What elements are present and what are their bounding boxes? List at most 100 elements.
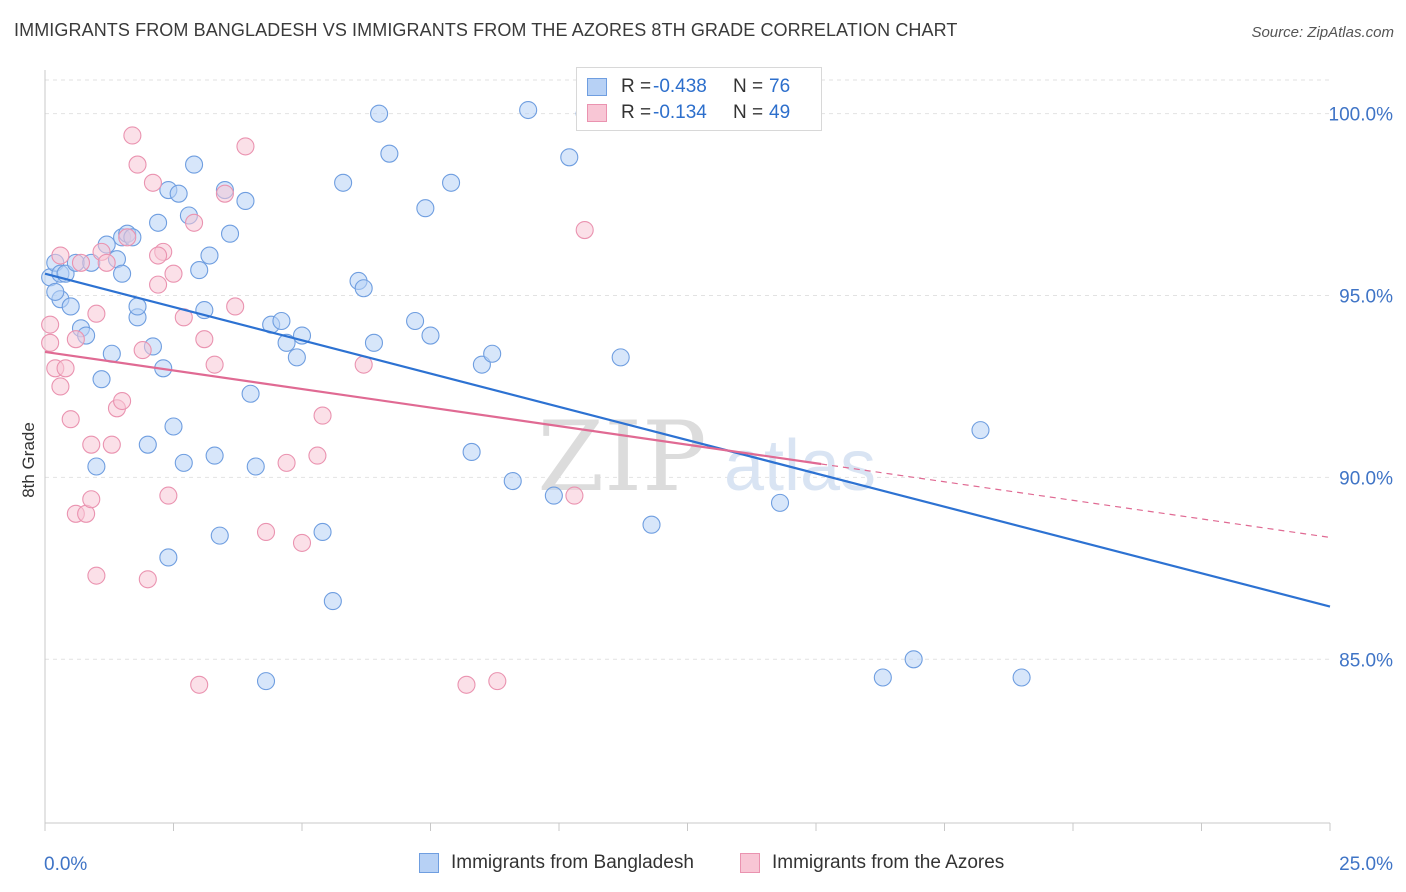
azores-point bbox=[61, 410, 80, 429]
y-tick-label: 90.0% bbox=[1339, 468, 1393, 489]
bangladesh-point bbox=[246, 457, 265, 476]
tick-labels: 85.0% 90.0% 95.0% 100.0% 0.0% 25.0% bbox=[44, 105, 1393, 875]
azores-point bbox=[457, 675, 476, 694]
legend-item-bangladesh[interactable]: Immigrants from Bangladesh bbox=[419, 852, 694, 874]
bangladesh-point bbox=[642, 515, 661, 534]
bangladesh-point bbox=[503, 472, 522, 491]
azores-point bbox=[133, 341, 152, 360]
azores-point bbox=[41, 315, 60, 334]
bangladesh-point bbox=[277, 333, 296, 352]
y-tick-label: 95.0% bbox=[1339, 287, 1393, 308]
bangladesh-point bbox=[971, 421, 990, 440]
source-label: Source: ZipAtlas.com bbox=[1251, 24, 1394, 41]
azores-point bbox=[82, 490, 101, 509]
correlation-stats-box: R = -0.438 N = 76 R = -0.134 N = 49 bbox=[576, 67, 822, 131]
bangladesh-point bbox=[406, 311, 425, 331]
azores-point bbox=[308, 446, 327, 465]
azores-point bbox=[87, 304, 106, 323]
bangladesh-point bbox=[904, 650, 923, 669]
n-label: N = bbox=[733, 76, 764, 97]
bangladesh-point bbox=[159, 548, 178, 567]
bangladesh-point bbox=[421, 326, 440, 345]
azores-point bbox=[66, 330, 85, 349]
bangladesh-point bbox=[61, 297, 80, 316]
bangladesh-point bbox=[544, 486, 563, 505]
azores-point bbox=[226, 297, 245, 316]
bangladesh-point bbox=[611, 348, 630, 367]
bangladesh-point bbox=[1012, 668, 1031, 687]
n-value: 49 bbox=[769, 102, 791, 123]
bangladesh-point bbox=[92, 370, 111, 389]
azores-point bbox=[190, 675, 209, 694]
azores-point bbox=[138, 570, 157, 589]
legend-item-azores[interactable]: Immigrants from the Azores bbox=[740, 852, 1004, 874]
azores-point bbox=[149, 246, 168, 265]
stats-row-bangladesh: R = -0.438 N = 76 bbox=[587, 75, 790, 99]
azores-point bbox=[118, 228, 137, 247]
trend-lines bbox=[44, 272, 1331, 608]
bangladesh-point bbox=[354, 279, 373, 298]
azores-point bbox=[87, 566, 106, 585]
chart-title: IMMIGRANTS FROM BANGLADESH VS IMMIGRANTS… bbox=[14, 20, 958, 40]
bangladesh-point bbox=[442, 173, 461, 192]
bangladesh-point bbox=[272, 311, 291, 331]
bangladesh-point bbox=[380, 144, 399, 163]
bangladesh-point bbox=[370, 104, 389, 123]
azores-point bbox=[185, 213, 204, 232]
bangladesh-point bbox=[873, 668, 892, 687]
bangladesh-point bbox=[241, 384, 260, 403]
azores-point bbox=[277, 453, 296, 472]
azores-swatch bbox=[587, 104, 607, 122]
bangladesh-point bbox=[287, 348, 306, 367]
bangladesh-point bbox=[236, 191, 255, 211]
bangladesh-point bbox=[560, 148, 579, 167]
bangladesh-point bbox=[128, 297, 147, 316]
azores-point bbox=[236, 137, 255, 156]
legend-swatch-azores bbox=[740, 853, 760, 873]
x-tick-label: 0.0% bbox=[44, 854, 87, 875]
azores-trend-line-extension bbox=[821, 463, 1331, 539]
bangladesh-point bbox=[210, 526, 229, 545]
azores-point bbox=[128, 155, 147, 174]
azores-point bbox=[82, 435, 101, 454]
bangladesh-point bbox=[313, 522, 332, 542]
azores-point bbox=[71, 253, 91, 272]
bangladesh-point bbox=[323, 592, 342, 611]
bangladesh-point bbox=[164, 417, 183, 436]
n-value: 76 bbox=[769, 76, 791, 97]
azores-point bbox=[205, 355, 224, 374]
chart-legend: Immigrants from Bangladesh Immigrants fr… bbox=[0, 852, 1406, 878]
azores-point bbox=[565, 486, 584, 505]
r-value: -0.134 bbox=[653, 102, 707, 123]
azores-point bbox=[215, 184, 234, 203]
bangladesh-point bbox=[169, 184, 188, 203]
azores-point bbox=[41, 333, 60, 352]
azores-point bbox=[143, 173, 162, 192]
y-tick-label: 85.0% bbox=[1339, 650, 1393, 671]
azores-point bbox=[313, 406, 332, 425]
stats-row-azores: R = -0.134 N = 49 bbox=[587, 101, 790, 125]
bangladesh-point bbox=[334, 173, 353, 192]
azores-point bbox=[149, 275, 168, 294]
bangladesh-point bbox=[200, 246, 219, 265]
watermark-atlas: atlas bbox=[724, 426, 876, 506]
n-label: N = bbox=[733, 102, 764, 123]
legend-swatch-bangladesh bbox=[419, 853, 439, 873]
axes bbox=[44, 70, 1331, 831]
bangladesh-point bbox=[174, 453, 193, 472]
azores-point bbox=[56, 359, 75, 378]
y-tick-label: 100.0% bbox=[1329, 105, 1394, 126]
bangladesh-point bbox=[205, 446, 224, 465]
bangladesh-point bbox=[416, 199, 435, 218]
legend-label: Immigrants from Bangladesh bbox=[451, 852, 694, 873]
data-points bbox=[41, 100, 1031, 694]
azores-point bbox=[102, 435, 121, 454]
azores-point bbox=[164, 264, 183, 283]
watermark: ZIP atlas bbox=[537, 401, 876, 513]
bangladesh-point bbox=[185, 155, 204, 174]
azores-point bbox=[292, 533, 312, 552]
bangladesh-point bbox=[149, 213, 168, 232]
azores-point bbox=[256, 522, 276, 542]
bangladesh-point bbox=[138, 435, 157, 454]
